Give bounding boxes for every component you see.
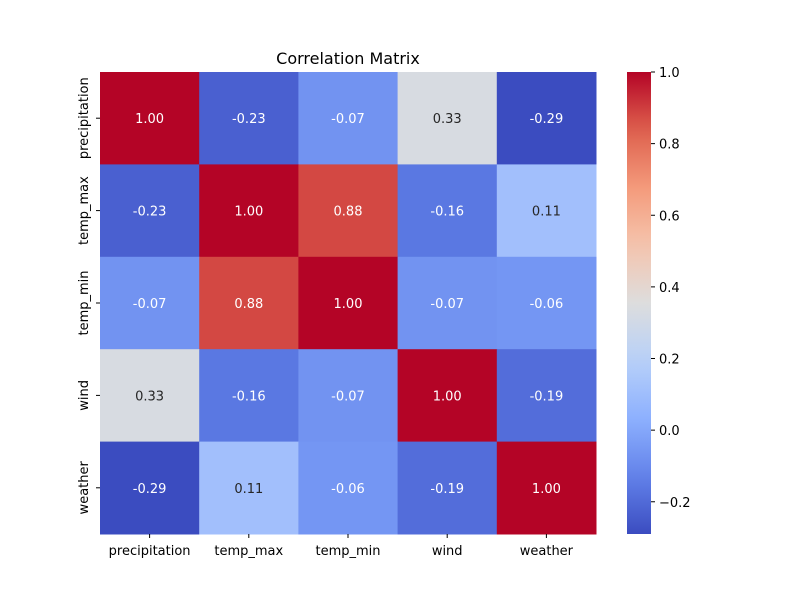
heatmap-cell	[100, 164, 200, 258]
colorbar-tick-label: 0.0	[659, 424, 680, 439]
cell-annotation: -0.06	[331, 482, 365, 497]
cell-annotation: -0.16	[430, 205, 464, 220]
y-tick-label: precipitation	[77, 77, 92, 159]
y-tick-label: temp_min	[77, 270, 92, 335]
x-tick-label: wind	[432, 544, 463, 559]
heatmap-cell	[199, 164, 299, 258]
cell-annotation: 1.00	[532, 482, 561, 497]
heatmap-cell	[397, 441, 498, 535]
heatmap-cell	[298, 349, 399, 443]
heatmap-cell	[397, 256, 498, 350]
heatmap-cell	[496, 349, 597, 443]
colorbar-tick-label: 0.6	[659, 209, 680, 224]
x-tick-label: temp_min	[315, 544, 380, 559]
heatmap-cell	[397, 349, 498, 443]
y-tick-label: weather	[77, 461, 92, 515]
heatmap-cell	[100, 256, 200, 350]
cell-annotation: -0.19	[530, 389, 564, 404]
cell-annotation: 1.00	[334, 297, 363, 312]
cell-annotation: -0.29	[133, 482, 167, 497]
heatmap-cell	[496, 164, 597, 258]
heatmap-cell	[397, 72, 498, 165]
x-tick-label: temp_max	[214, 544, 283, 559]
cell-annotation: -0.23	[232, 112, 266, 127]
cell-annotation: -0.06	[530, 297, 564, 312]
heatmap-cell	[199, 256, 299, 350]
cell-annotation: 1.00	[234, 205, 263, 220]
heatmap-cell	[199, 349, 299, 443]
x-tick-label: precipitation	[109, 544, 191, 559]
chart-title: Correlation Matrix	[276, 49, 420, 68]
cell-annotation: 0.88	[334, 205, 363, 220]
cell-annotation: 1.00	[433, 389, 462, 404]
heatmap-cell	[199, 441, 299, 535]
heatmap-cell	[100, 441, 200, 535]
heatmap-cell	[496, 441, 597, 535]
cell-annotation: -0.07	[133, 297, 167, 312]
x-tick-label: weather	[520, 544, 574, 559]
colorbar-tick-label: 0.2	[659, 353, 680, 368]
heatmap-cell	[496, 256, 597, 350]
colorbar-tick-label: 0.8	[659, 138, 680, 153]
cell-annotation: -0.19	[430, 482, 464, 497]
heatmap-cell	[298, 164, 399, 258]
cell-annotation: -0.07	[331, 389, 365, 404]
heatmap-cell	[199, 72, 299, 165]
heatmap-cell	[298, 441, 399, 535]
heatmap-cell	[496, 72, 597, 165]
cell-annotation: 0.11	[234, 482, 263, 497]
cell-annotation: 0.33	[433, 112, 462, 127]
cell-annotation: 0.33	[135, 389, 164, 404]
cell-annotation: -0.23	[133, 205, 167, 220]
colorbar-tick-label: −0.2	[659, 496, 691, 511]
heatmap-cell	[298, 256, 399, 350]
cell-annotation: -0.07	[430, 297, 464, 312]
heatmap-cell	[298, 72, 399, 165]
heatmap-cell	[100, 72, 200, 165]
cell-annotation: 0.88	[234, 297, 263, 312]
cell-annotation: 0.11	[532, 205, 561, 220]
colorbar-tick-label: 1.0	[659, 66, 680, 81]
cell-annotation: -0.16	[232, 389, 266, 404]
cell-annotation: -0.29	[530, 112, 564, 127]
y-tick-label: wind	[77, 380, 92, 411]
colorbar-tick-label: 0.4	[659, 281, 680, 296]
cell-annotation: -0.07	[331, 112, 365, 127]
cell-annotation: 1.00	[135, 112, 164, 127]
colorbar	[627, 72, 651, 534]
y-tick-label: temp_max	[77, 176, 92, 245]
heatmap-cell	[397, 164, 498, 258]
heatmap-cell	[100, 349, 200, 443]
